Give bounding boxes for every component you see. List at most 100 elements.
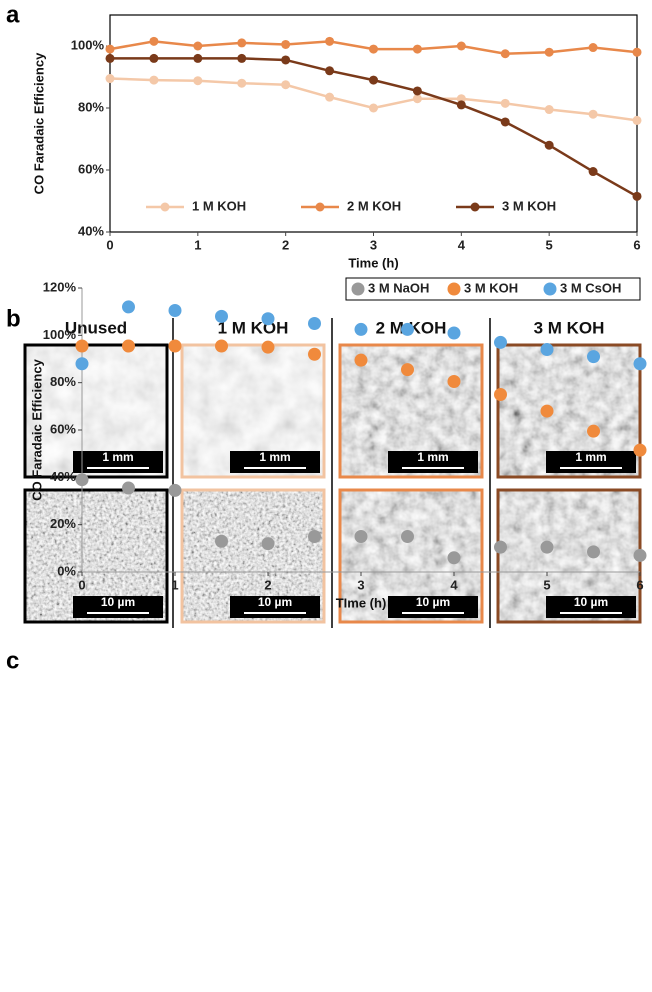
y-tick-label: 80%	[50, 374, 76, 389]
image-border	[338, 343, 484, 479]
y-axis-label: CO Faradaic Efficiency	[29, 358, 44, 500]
x-tick-label: 6	[636, 577, 643, 592]
point	[587, 350, 600, 364]
y-tick-label: 100%	[71, 37, 105, 52]
y-tick-label: 40%	[50, 469, 76, 484]
image-border	[180, 488, 326, 624]
point	[588, 109, 598, 119]
x-tick-label: 4	[450, 577, 458, 592]
x-axis-label: TIme (h)	[336, 595, 387, 610]
point	[168, 339, 182, 353]
image-border	[338, 488, 484, 624]
point	[447, 374, 461, 388]
legend-marker	[470, 202, 480, 212]
scale-bar-label: 1 mm	[575, 450, 606, 464]
x-axis-label: Time (h)	[348, 255, 398, 270]
y-tick-label: 120%	[43, 279, 77, 294]
point	[412, 44, 422, 54]
point	[369, 44, 378, 54]
panel-label: a	[6, 1, 20, 28]
point	[632, 191, 642, 201]
point	[75, 339, 89, 353]
legend-box	[345, 277, 641, 301]
point	[215, 309, 228, 323]
point	[633, 548, 647, 562]
point	[105, 44, 115, 54]
y-tick-label: 40%	[78, 223, 104, 238]
point	[149, 53, 159, 63]
y-tick-label: 0%	[57, 563, 76, 578]
legend-marker	[351, 282, 365, 296]
x-tick-label: 2	[282, 237, 289, 252]
point	[633, 443, 647, 457]
point	[494, 335, 507, 349]
x-tick-label: 6	[633, 237, 640, 252]
y-tick-label: 80%	[78, 99, 104, 114]
point	[632, 115, 642, 125]
point	[354, 530, 368, 543]
scale-bar-label: 1 mm	[102, 450, 133, 464]
point	[281, 39, 291, 49]
legend-label: 2 M KOH	[347, 198, 401, 213]
point	[500, 98, 510, 108]
point	[447, 326, 461, 340]
x-tick-label: 0	[78, 577, 85, 592]
point	[354, 353, 368, 367]
point	[149, 75, 159, 85]
legend-marker	[315, 202, 325, 212]
column-title: 1 M KOH	[218, 318, 289, 337]
legend-label: 3 M NaOH	[368, 280, 429, 295]
point	[122, 481, 135, 495]
x-tick-label: 5	[546, 237, 553, 252]
point	[632, 47, 642, 57]
x-tick-label: 3	[357, 577, 364, 592]
point	[587, 545, 600, 559]
column-title: 3 M KOH	[534, 318, 605, 337]
point	[281, 55, 291, 65]
x-tick-label: 4	[458, 237, 466, 252]
x-tick-label: 5	[543, 577, 550, 592]
point	[540, 343, 554, 357]
point	[261, 340, 275, 354]
image-border	[23, 488, 169, 624]
point	[456, 41, 466, 51]
point	[261, 537, 275, 551]
point	[412, 94, 422, 104]
point	[168, 483, 182, 497]
x-tick-label: 2	[264, 577, 271, 592]
point	[193, 53, 203, 63]
point	[105, 53, 115, 63]
legend-marker	[160, 202, 170, 212]
panel-label: c	[6, 647, 19, 674]
point	[193, 76, 203, 86]
point	[193, 41, 203, 51]
legend-marker	[447, 282, 461, 296]
y-tick-label: 60%	[50, 421, 76, 436]
point	[215, 534, 228, 548]
point	[237, 38, 247, 48]
point	[122, 339, 135, 353]
point	[544, 105, 554, 115]
legend-marker	[543, 282, 557, 296]
point	[149, 36, 159, 46]
point	[401, 530, 414, 543]
point	[540, 404, 554, 418]
point	[587, 424, 600, 438]
point	[456, 100, 466, 110]
series-line	[109, 77, 638, 122]
image-border	[23, 343, 169, 479]
point	[500, 117, 510, 127]
point	[122, 300, 135, 314]
scale-bar-label: 10 µm	[101, 595, 135, 609]
point	[75, 357, 89, 371]
point	[588, 167, 598, 177]
point	[308, 530, 321, 543]
point	[401, 322, 414, 336]
point	[540, 540, 554, 554]
point	[544, 140, 554, 150]
point	[544, 47, 554, 57]
point	[168, 303, 182, 317]
x-tick-label: 1	[194, 237, 201, 252]
scale-bar-label: 1 mm	[417, 450, 448, 464]
